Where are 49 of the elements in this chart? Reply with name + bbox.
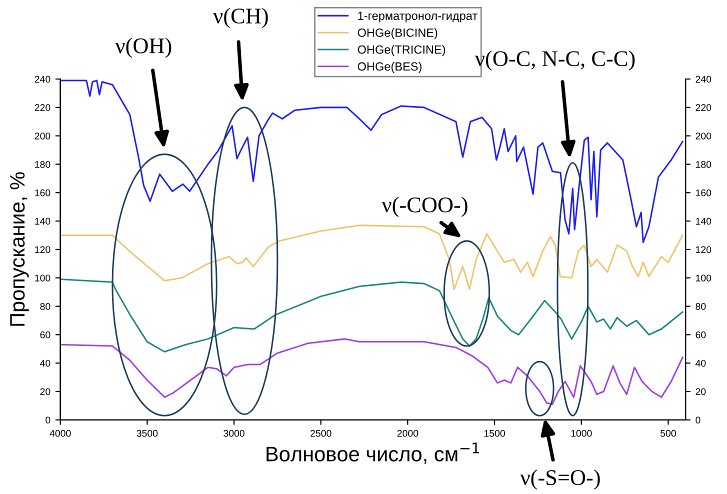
y-tick-label: 80: [40, 303, 50, 310]
text: ν(OH): [115, 38, 172, 58]
y2-tick-label: 140: [696, 218, 712, 225]
y-tick-label: 200: [34, 132, 50, 140]
y2-tick-label: 180: [696, 160, 712, 168]
legend-label: OHGe(TRICINE): [358, 45, 446, 56]
annotation: ν(-COO-): [382, 196, 468, 217]
x-tick-label: 2500: [310, 430, 332, 437]
text: ν(CH): [213, 8, 268, 28]
y-tick-label: 240: [34, 76, 50, 83]
y-tick-label: 220: [34, 104, 50, 112]
x-tick-label: 3500: [136, 430, 158, 437]
y2-tick-label: 120: [696, 246, 712, 254]
x-tick-label: 2000: [397, 430, 418, 437]
y-tick-label: 120: [35, 246, 50, 254]
y2-tick-label: 40: [696, 360, 706, 367]
x-tick-label: 1000: [571, 430, 592, 437]
text: ν(-S=O-): [520, 469, 600, 490]
legend-label: 1-герматронол-гидрат: [358, 12, 478, 22]
y-tick-label: 40: [40, 360, 50, 367]
x-tick-label: 500: [660, 430, 676, 437]
y2-tick-label: 200: [696, 132, 712, 140]
text: ν(O-C, N-C, C-C): [475, 50, 635, 71]
y-tick-label: 0: [46, 416, 50, 424]
x-axis-title: Волновое число, см$^{−1}$: [266, 442, 480, 464]
legend-label: OHGe(BICINE): [358, 28, 438, 40]
y-axis-title: Пропускание, %: [10, 172, 29, 326]
y2-tick-label: 240: [696, 76, 712, 83]
y-tick-label: 140: [35, 218, 50, 225]
y-tick-label: 180: [35, 160, 50, 168]
line-series: [60, 278, 684, 352]
y-tick-label: 160: [35, 189, 50, 196]
line-series: [60, 338, 684, 406]
legend-label: OHGe(BES): [358, 62, 422, 73]
x-tick-label: 4000: [50, 430, 71, 437]
y2-tick-label: 220: [696, 104, 712, 112]
y2-tick-label: 100: [696, 274, 712, 282]
y-tick-label: 60: [40, 331, 50, 338]
y-tick-label: 100: [35, 274, 50, 282]
y2-tick-label: 0: [696, 416, 700, 424]
x-tick-label: 1500: [484, 430, 505, 437]
y2-tick-label: 80: [696, 303, 706, 310]
line-series: [60, 224, 684, 290]
y2-tick-label: 20: [696, 388, 706, 396]
y-tick-label: 20: [40, 388, 50, 396]
y2-tick-label: 160: [696, 189, 712, 196]
y2-tick-label: 60: [696, 331, 706, 338]
x-tick-label: 3000: [224, 430, 244, 437]
line-series: [60, 80, 684, 244]
